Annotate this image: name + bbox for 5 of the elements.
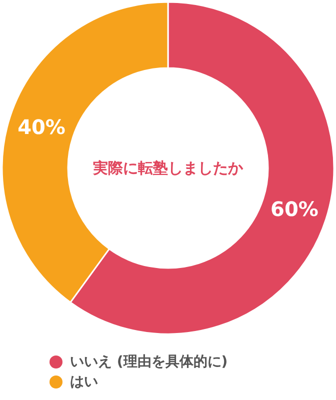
data-label: 40%: [18, 114, 66, 139]
text: 実際に転塾しましたか: [92, 159, 244, 177]
data-label: 60%: [270, 197, 318, 222]
legend-label: はい: [70, 374, 98, 390]
legend-label: いいえ (理由を具体的に): [70, 354, 228, 370]
